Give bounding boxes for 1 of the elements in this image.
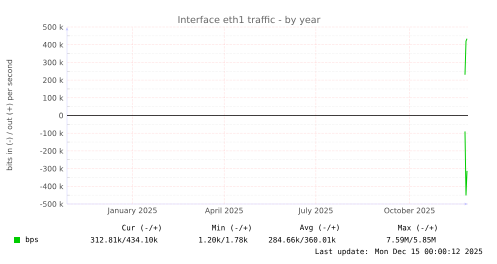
chart-title: Interface eth1 traffic - by year [178,16,320,25]
